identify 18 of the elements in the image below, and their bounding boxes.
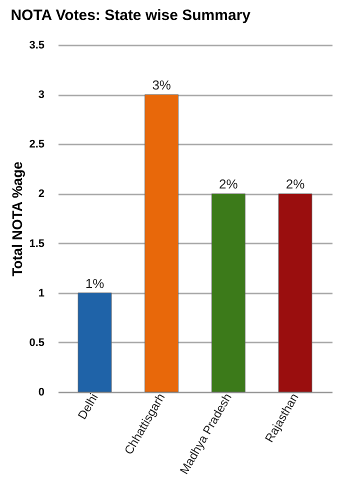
y-axis-title: Total NOTA %age — [9, 161, 26, 276]
data-label: 2% — [286, 176, 306, 192]
data-label: 1% — [85, 276, 105, 291]
y-tick-label: 3.5 — [29, 40, 44, 52]
bar — [278, 193, 312, 392]
y-tick-label: 2 — [38, 188, 44, 200]
y-tick-label: 1.5 — [29, 238, 44, 250]
chart-title: NOTA Votes: State wise Summary — [10, 7, 252, 24]
data-label: 2% — [219, 176, 238, 192]
y-tick-label: 0.5 — [29, 336, 44, 349]
y-tick-label: 0 — [38, 386, 44, 398]
bar — [211, 193, 246, 392]
y-tick-label: 2.5 — [29, 138, 44, 151]
y-tick-label: 3 — [38, 89, 44, 102]
data-label: 3% — [152, 78, 172, 93]
bar — [78, 292, 112, 392]
bar — [144, 94, 179, 392]
y-tick-label: 1 — [38, 287, 44, 300]
